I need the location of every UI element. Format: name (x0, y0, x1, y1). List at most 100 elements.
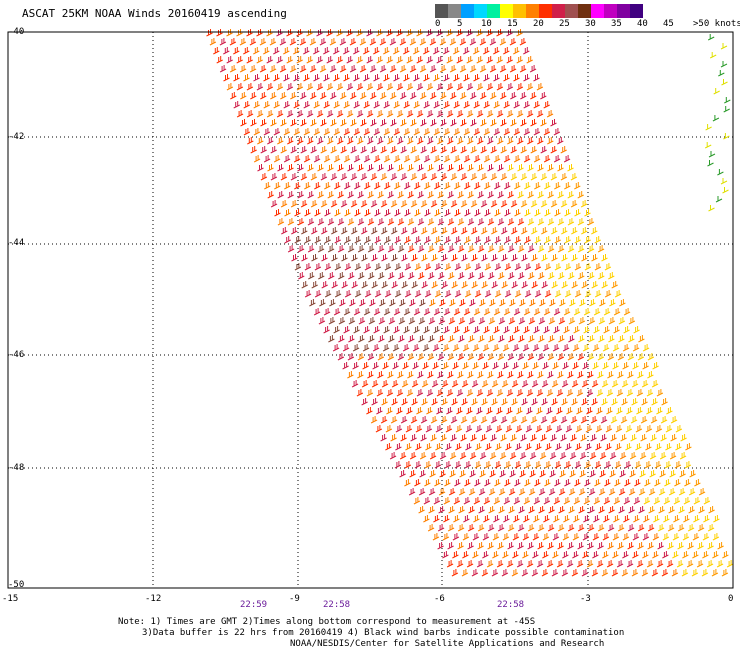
wind-barb (531, 227, 538, 235)
wind-barb (542, 533, 550, 541)
wind-barb (621, 569, 629, 577)
wind-barb (337, 218, 345, 226)
wind-barb (317, 164, 324, 172)
wind-barb (541, 380, 549, 388)
wind-barb (243, 47, 250, 55)
wind-barb (380, 416, 388, 424)
wind-barb (634, 479, 641, 487)
wind-barb (503, 101, 510, 109)
wind-barb (407, 137, 414, 145)
wind-barb (515, 443, 522, 451)
wind-barb (564, 263, 572, 271)
wind-barb (490, 173, 498, 181)
wind-barb (629, 470, 636, 478)
wind-barb (541, 254, 548, 262)
wind-barb (577, 245, 585, 253)
wind-barb (396, 389, 404, 397)
wind-barb (432, 344, 440, 352)
wind-barb (367, 371, 374, 379)
wind-barb (619, 452, 627, 460)
wind-barb (611, 398, 618, 406)
wind-barb (404, 182, 411, 190)
wind-barb (477, 218, 485, 226)
wind-barb (582, 533, 590, 541)
lon-label: -3 (580, 594, 591, 604)
lon-label: -15 (2, 594, 19, 604)
legend-swatch (500, 4, 513, 18)
legend-color-bar (435, 4, 643, 18)
wind-barb (359, 65, 367, 73)
wind-barb (712, 533, 720, 541)
wind-barb (459, 452, 467, 460)
wind-barb (534, 263, 542, 271)
wind-barb (467, 164, 474, 172)
wind-barb (572, 551, 579, 559)
wind-barb (545, 425, 553, 433)
wind-barb (277, 137, 284, 145)
wind-barb (461, 281, 468, 289)
wind-barb (270, 146, 277, 154)
wind-barb (644, 461, 652, 469)
wind-barb (533, 308, 541, 316)
wind-barb (563, 515, 570, 523)
wind-barb (452, 344, 460, 352)
wind-barb (521, 380, 529, 388)
wind-barb (340, 173, 348, 181)
wind-barb (383, 326, 390, 334)
wind-barb (616, 407, 623, 415)
wind-barb (584, 290, 592, 298)
wind-barb (366, 56, 373, 64)
wind-barb (627, 353, 635, 361)
wind-barb (384, 182, 391, 190)
wind-barb (616, 389, 624, 397)
wind-barb (283, 128, 291, 136)
wind-barb (513, 101, 520, 109)
wind-barb (363, 155, 371, 163)
wind-barb (533, 101, 540, 109)
wind-barb (386, 407, 393, 415)
wind-barb (626, 407, 633, 415)
wind-barb (419, 65, 427, 73)
wind-barb (608, 488, 616, 496)
wind-barb (358, 335, 365, 343)
wind-barb (367, 164, 374, 172)
wind-barb (623, 326, 630, 334)
wind-barb (343, 155, 351, 163)
wind-barb (259, 65, 267, 73)
wind-barb (513, 326, 520, 334)
wind-barb (588, 488, 596, 496)
wind-barb (319, 299, 326, 307)
wind-barb (688, 506, 695, 514)
wind-barb (505, 443, 512, 451)
wind-barb (381, 227, 388, 235)
wind-barb (654, 461, 662, 469)
wind-barb (286, 56, 293, 64)
wind-barb (687, 524, 695, 532)
wind-barb (574, 461, 582, 469)
wind-barb (404, 209, 411, 217)
wind-barb (397, 245, 405, 253)
wind-barb (630, 416, 638, 424)
wind-barb (406, 83, 414, 91)
wind-barb (524, 236, 531, 244)
wind-barb (443, 74, 450, 82)
wind-barb (705, 124, 712, 131)
wind-barb (632, 362, 639, 370)
wind-barb (380, 119, 387, 127)
wind-barb (414, 461, 422, 469)
wind-barb (471, 380, 479, 388)
wind-barb (280, 200, 288, 208)
wind-barb (572, 362, 579, 370)
wind-barb (297, 245, 305, 253)
wind-barb (457, 137, 464, 145)
wind-barb (353, 47, 360, 55)
wind-barb (304, 182, 311, 190)
wind-barb (447, 353, 455, 361)
wind-barb (246, 110, 254, 118)
wind-barb (594, 479, 601, 487)
wind-barb (564, 236, 571, 244)
wind-barb (698, 506, 705, 514)
wind-barb (703, 515, 710, 523)
wind-barb (450, 92, 457, 100)
wind-barb (417, 137, 424, 145)
